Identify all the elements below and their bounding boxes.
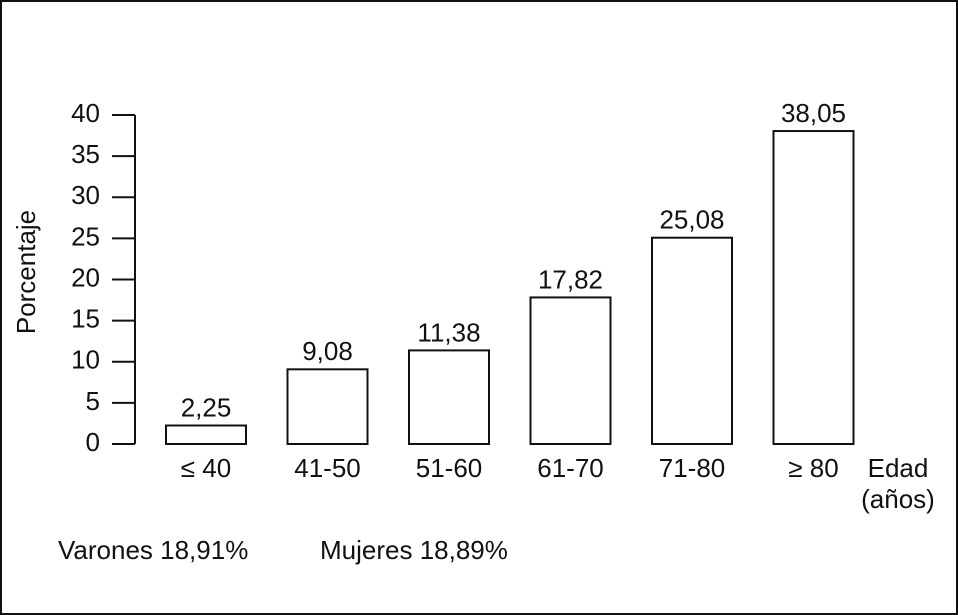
value-label: 17,82	[538, 264, 603, 294]
value-label: 25,08	[659, 205, 724, 235]
y-tick-label: 40	[71, 98, 100, 128]
value-label: 2,25	[181, 392, 232, 422]
annotation: Mujeres 18,89%	[320, 535, 508, 565]
bar	[651, 236, 733, 445]
bar	[165, 424, 247, 445]
bar	[408, 349, 490, 446]
value-label: 38,05	[781, 98, 846, 128]
bar	[529, 296, 612, 446]
bar	[286, 368, 369, 445]
x-axis-label: (años)	[861, 484, 935, 514]
x-tick-label: ≤ 40	[181, 453, 231, 483]
value-label: 9,08	[302, 336, 353, 366]
x-tick-label: 61-70	[537, 453, 604, 483]
y-tick-label: 20	[71, 262, 100, 292]
x-tick-label: 71-80	[659, 453, 726, 483]
y-tick-label: 0	[86, 427, 100, 457]
bar	[772, 130, 855, 445]
y-tick-label: 10	[71, 345, 100, 375]
value-label: 11,38	[417, 317, 480, 347]
y-tick-label: 5	[86, 386, 100, 416]
x-tick-label: 41-50	[294, 453, 361, 483]
x-tick-label: 51-60	[416, 453, 483, 483]
y-tick-label: 30	[71, 180, 100, 210]
y-tick-label: 15	[71, 304, 100, 334]
annotation: Varones 18,91%	[58, 535, 248, 565]
y-tick-label: 35	[71, 139, 100, 169]
y-tick-label: 25	[71, 221, 100, 251]
x-tick-label: ≥ 80	[788, 453, 838, 483]
x-axis-label: Edad	[868, 453, 929, 483]
y-axis-label: Porcentaje	[11, 210, 41, 334]
